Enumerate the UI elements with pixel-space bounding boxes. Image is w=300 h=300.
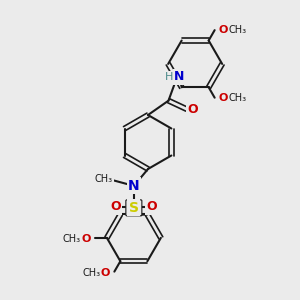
Text: N: N bbox=[174, 70, 184, 83]
Text: CH₃: CH₃ bbox=[63, 234, 81, 244]
Text: O: O bbox=[219, 25, 228, 35]
Text: O: O bbox=[187, 103, 198, 116]
Text: O: O bbox=[110, 200, 121, 213]
Text: O: O bbox=[219, 93, 228, 103]
Text: CH₃: CH₃ bbox=[229, 93, 247, 103]
Text: CH₃: CH₃ bbox=[229, 25, 247, 35]
Text: O: O bbox=[82, 234, 91, 244]
Text: S: S bbox=[129, 201, 139, 215]
Text: H: H bbox=[165, 72, 173, 82]
Text: CH₃: CH₃ bbox=[95, 174, 113, 184]
Text: O: O bbox=[101, 268, 110, 278]
FancyBboxPatch shape bbox=[126, 200, 142, 216]
Text: N: N bbox=[128, 179, 140, 193]
Text: O: O bbox=[146, 200, 157, 213]
Text: CH₃: CH₃ bbox=[82, 268, 100, 278]
